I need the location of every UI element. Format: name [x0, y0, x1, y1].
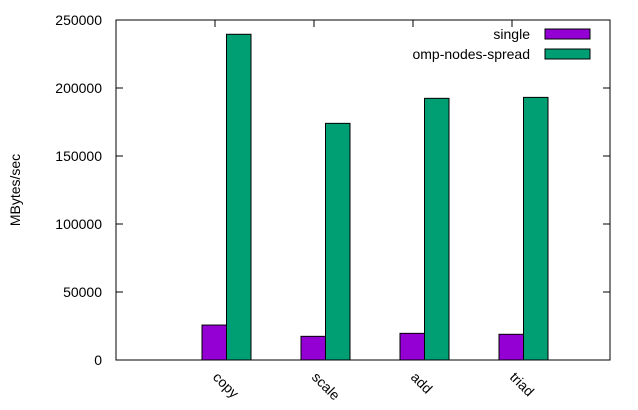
- legend-label: omp-nodes-spread: [412, 46, 530, 62]
- legend-label: single: [493, 26, 530, 42]
- x-tick-label: scale: [309, 369, 344, 404]
- bar-omp-nodes-spread-scale: [325, 122, 351, 361]
- legend-swatch: [544, 48, 591, 60]
- x-tick-label: add: [408, 369, 436, 397]
- y-tick-label: 250000: [55, 12, 102, 28]
- bar-single-triad: [498, 333, 524, 361]
- y-tick-label: 100000: [55, 216, 102, 232]
- bar-omp-nodes-spread-copy: [226, 33, 252, 361]
- bar-single-scale: [300, 335, 326, 361]
- x-tick-label: copy: [210, 369, 242, 401]
- bar-omp-nodes-spread-add: [424, 97, 450, 361]
- y-tick-label: 0: [94, 352, 102, 368]
- bar-single-add: [399, 332, 425, 361]
- y-tick-label: 50000: [63, 284, 102, 300]
- bar-single-copy: [201, 324, 227, 361]
- x-tick-label: triad: [507, 369, 538, 400]
- plot-frame: [115, 19, 611, 361]
- y-axis-label: MBytes/sec: [7, 154, 23, 226]
- y-tick-label: 150000: [55, 148, 102, 164]
- legend-swatch: [544, 28, 591, 40]
- bar-omp-nodes-spread-triad: [523, 96, 549, 361]
- y-tick-label: 200000: [55, 80, 102, 96]
